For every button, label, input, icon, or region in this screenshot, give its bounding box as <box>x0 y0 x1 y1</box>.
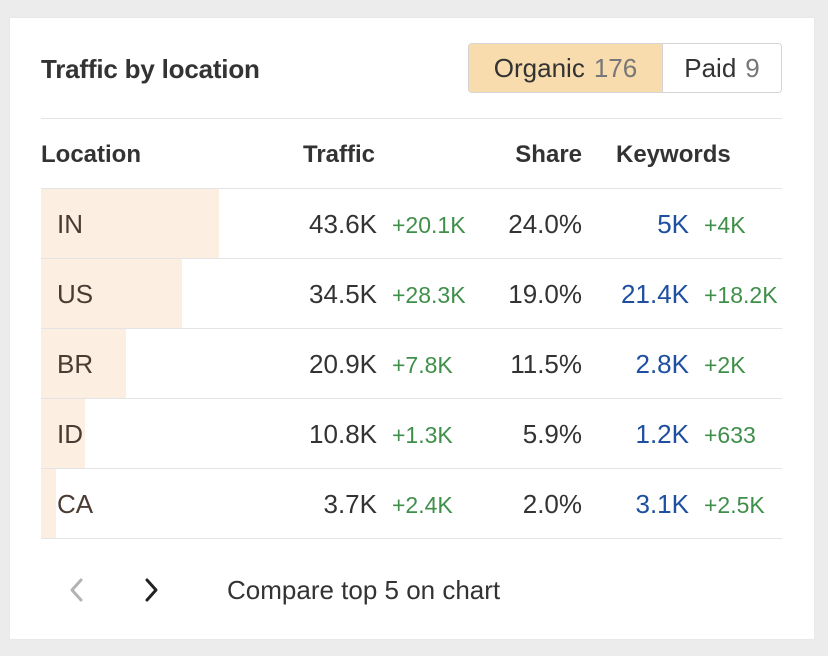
traffic-cell: 43.6K <box>309 209 377 239</box>
keywords-link[interactable]: 3.1K <box>635 489 690 519</box>
widget-title: Traffic by location <box>41 54 260 84</box>
table-row: CA 3.7K +2.4K 2.0% 3.1K +2.5K <box>41 468 782 539</box>
pagination: Compare top 5 on chart <box>41 566 782 614</box>
location-cell: US <box>57 279 94 309</box>
paid-label: Paid <box>684 52 737 83</box>
share-cell: 2.0% <box>522 489 582 519</box>
traffic-delta: +20.1K <box>392 212 466 238</box>
traffic-delta: +2.4K <box>392 492 453 518</box>
keywords-link[interactable]: 2.8K <box>635 349 690 379</box>
share-bar <box>41 329 127 398</box>
keywords-delta: +18.2K <box>704 282 778 308</box>
share-cell: 19.0% <box>508 279 582 309</box>
traffic-by-location-card: Traffic by location Organic 176 Paid 9 L… <box>10 18 814 639</box>
organic-paid-toggle: Organic 176 Paid 9 <box>468 43 782 93</box>
keywords-link[interactable]: 1.2K <box>635 419 690 449</box>
share-cell: 5.9% <box>522 419 582 449</box>
location-cell: CA <box>57 489 94 519</box>
traffic-cell: 20.9K <box>309 349 377 379</box>
previous-page-button[interactable] <box>61 574 93 606</box>
traffic-cell: 10.8K <box>309 419 377 449</box>
share-cell: 24.0% <box>508 209 582 239</box>
keywords-link[interactable]: 21.4K <box>621 279 689 309</box>
location-cell: ID <box>57 419 83 449</box>
paid-count: 9 <box>745 52 760 83</box>
header-location: Location <box>41 141 141 168</box>
keywords-link[interactable]: 5K <box>657 209 689 239</box>
keywords-delta: +2.5K <box>704 492 765 518</box>
chevron-left-icon <box>70 578 83 602</box>
header-divider <box>41 118 782 119</box>
organic-toggle-button[interactable]: Organic 176 <box>469 44 663 92</box>
table-body: IN 43.6K +20.1K 24.0% 5K +4K US 34.5K +2… <box>41 188 782 539</box>
share-bar <box>41 399 85 468</box>
traffic-cell: 34.5K <box>309 279 377 309</box>
header-keywords: Keywords <box>616 141 731 168</box>
table-row: US 34.5K +28.3K 19.0% 21.4K +18.2K <box>41 258 782 328</box>
keywords-delta: +4K <box>704 212 746 238</box>
share-bar <box>41 259 182 328</box>
keywords-delta: +2K <box>704 352 746 378</box>
share-cell: 11.5% <box>510 349 582 379</box>
header-share: Share <box>515 141 582 168</box>
traffic-delta: +7.8K <box>392 352 453 378</box>
location-cell: BR <box>57 349 94 379</box>
organic-count: 176 <box>593 52 638 83</box>
table-row: IN 43.6K +20.1K 24.0% 5K +4K <box>41 188 782 258</box>
keywords-delta: +633 <box>704 422 756 448</box>
table-row: ID 10.8K +1.3K 5.9% 1.2K +633 <box>41 398 782 468</box>
organic-label: Organic <box>493 52 585 83</box>
traffic-cell: 3.7K <box>323 489 378 519</box>
location-cell: IN <box>57 209 83 239</box>
paid-toggle-button[interactable]: Paid 9 <box>663 44 781 92</box>
traffic-delta: +28.3K <box>392 282 466 308</box>
traffic-delta: +1.3K <box>392 422 453 448</box>
compare-on-chart-link[interactable]: Compare top 5 on chart <box>227 575 501 605</box>
share-bar <box>41 469 56 538</box>
next-page-button[interactable] <box>135 574 167 606</box>
table-header: Location Traffic Share Keywords <box>41 119 782 188</box>
table-row: BR 20.9K +7.8K 11.5% 2.8K +2K <box>41 328 782 398</box>
header-traffic: Traffic <box>303 141 376 168</box>
share-bar <box>41 189 219 258</box>
chevron-right-icon <box>145 578 158 602</box>
